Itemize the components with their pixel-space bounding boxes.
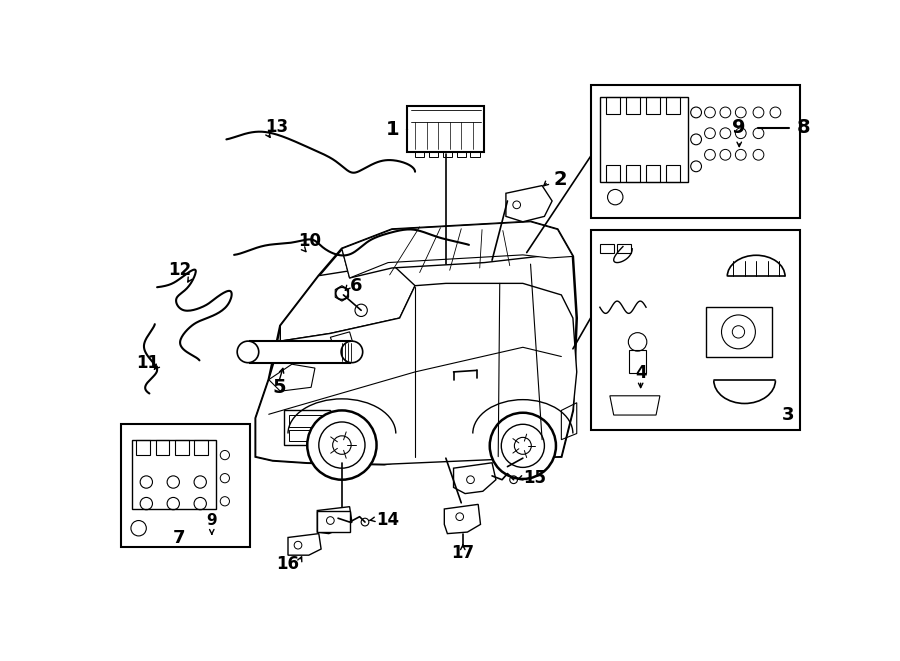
- Text: 1: 1: [386, 120, 400, 139]
- Polygon shape: [256, 284, 577, 464]
- Polygon shape: [342, 222, 557, 278]
- Bar: [132, 440, 216, 509]
- Bar: [590, 230, 800, 430]
- Text: 11: 11: [137, 354, 159, 371]
- Bar: [629, 350, 646, 373]
- Text: 6: 6: [349, 277, 362, 295]
- Polygon shape: [256, 222, 577, 464]
- Bar: [616, 244, 631, 253]
- Bar: [194, 440, 208, 455]
- Bar: [599, 97, 688, 182]
- Bar: [590, 85, 800, 218]
- Text: 9: 9: [733, 118, 746, 137]
- Text: 17: 17: [451, 544, 474, 562]
- Polygon shape: [342, 222, 573, 278]
- Polygon shape: [280, 264, 415, 341]
- Bar: [706, 307, 771, 358]
- Text: 15: 15: [523, 469, 545, 487]
- Bar: [429, 151, 438, 157]
- Bar: [606, 165, 620, 182]
- Polygon shape: [506, 186, 552, 222]
- Bar: [666, 165, 680, 182]
- Bar: [415, 151, 424, 157]
- Bar: [471, 151, 480, 157]
- Bar: [284, 410, 330, 445]
- Circle shape: [307, 410, 376, 480]
- Text: 13: 13: [265, 118, 288, 136]
- Text: 10: 10: [298, 232, 321, 250]
- Text: 9: 9: [206, 513, 217, 528]
- Bar: [456, 151, 466, 157]
- Text: 8: 8: [797, 118, 811, 137]
- Text: 7: 7: [173, 529, 184, 547]
- Polygon shape: [454, 463, 496, 494]
- Circle shape: [341, 341, 363, 363]
- Polygon shape: [318, 507, 352, 533]
- Bar: [318, 510, 349, 532]
- Text: 4: 4: [634, 364, 646, 381]
- Text: 5: 5: [272, 378, 285, 397]
- Bar: [646, 97, 660, 114]
- Bar: [175, 440, 189, 455]
- Bar: [626, 97, 640, 114]
- Text: 14: 14: [376, 511, 400, 529]
- Bar: [156, 440, 169, 455]
- Bar: [599, 244, 614, 253]
- Bar: [666, 97, 680, 114]
- Text: 12: 12: [168, 261, 192, 280]
- Text: 2: 2: [554, 170, 567, 189]
- Text: 16: 16: [276, 555, 300, 574]
- Bar: [289, 415, 326, 426]
- Bar: [626, 165, 640, 182]
- Bar: [646, 165, 660, 182]
- Bar: [443, 151, 452, 157]
- Circle shape: [238, 341, 258, 363]
- Circle shape: [490, 412, 556, 479]
- Bar: [606, 97, 620, 114]
- Bar: [289, 430, 326, 442]
- Bar: [408, 106, 484, 153]
- Polygon shape: [288, 533, 321, 555]
- Bar: [136, 440, 150, 455]
- Bar: [249, 341, 349, 363]
- Bar: [121, 424, 250, 547]
- Polygon shape: [445, 504, 481, 533]
- Text: 3: 3: [781, 406, 794, 424]
